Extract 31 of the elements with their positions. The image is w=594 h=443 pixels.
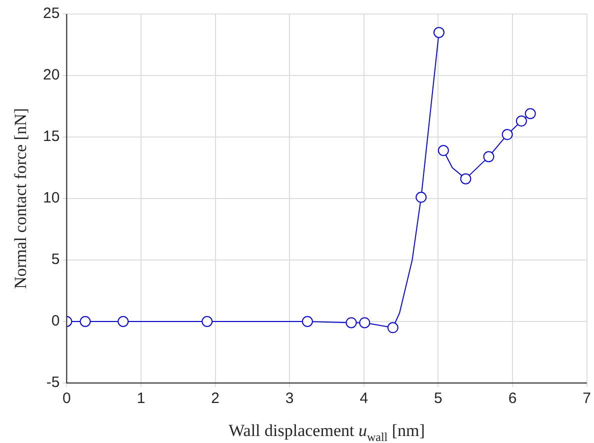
x-tick-label: 2 xyxy=(211,390,220,408)
point xyxy=(433,26,444,38)
point xyxy=(460,173,472,184)
point xyxy=(346,317,357,328)
point xyxy=(502,129,513,140)
point xyxy=(516,116,527,127)
y-tick-label: 15 xyxy=(42,128,60,146)
point xyxy=(202,316,213,327)
point xyxy=(438,145,449,156)
x-tick-label: 3 xyxy=(285,390,294,408)
x-tick-label: 4 xyxy=(360,390,368,408)
point xyxy=(302,316,313,327)
point xyxy=(359,317,370,328)
x-tick-label: 6 xyxy=(508,390,517,408)
y-tick-label: 5 xyxy=(51,251,60,268)
y-tick-label: 20 xyxy=(42,66,60,84)
point xyxy=(80,316,91,327)
point xyxy=(118,316,129,327)
y-tick-label: 10 xyxy=(42,190,60,207)
y-axis-title: Normal contact force [nN] xyxy=(11,108,30,289)
x-tick-label: 5 xyxy=(434,390,442,408)
x-tick-label: 7 xyxy=(582,390,591,408)
y-tick-label: -5 xyxy=(46,374,60,392)
x-tick-label: 1 xyxy=(136,390,146,408)
point xyxy=(387,322,398,334)
point xyxy=(416,192,427,203)
x-tick-label: 0 xyxy=(62,390,71,408)
y-tick-label: 0 xyxy=(51,312,60,330)
point xyxy=(524,108,536,120)
y-tick-label: 25 xyxy=(42,5,60,22)
point xyxy=(483,151,494,162)
